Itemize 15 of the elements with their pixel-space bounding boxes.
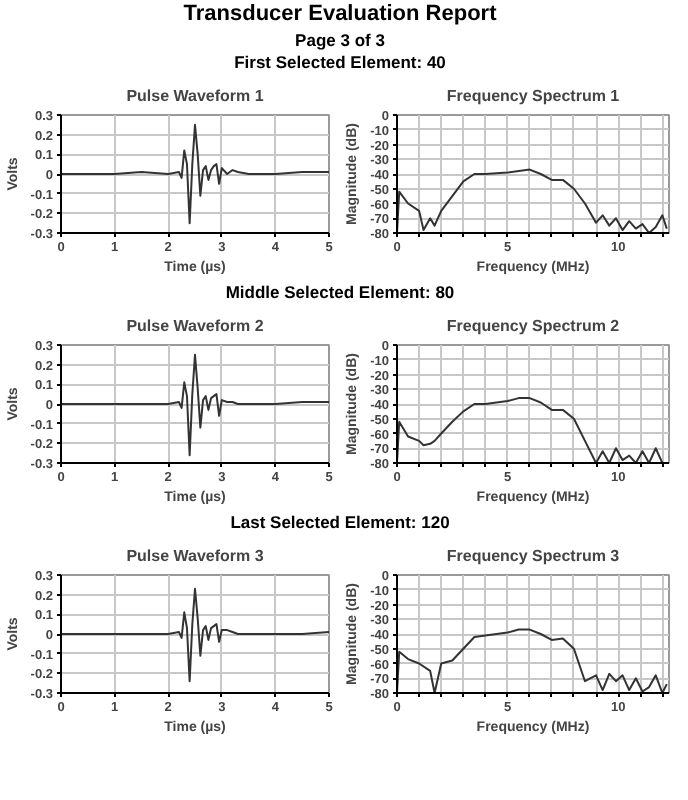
text: Page 3 of 3 [295, 28, 385, 53]
chart-title: Pulse Waveform 1 [126, 87, 265, 105]
line-series [397, 397, 664, 463]
chart-title: Frequency Spectrum 2 [446, 317, 621, 335]
chart-title: Frequency Spectrum 1 [446, 87, 621, 105]
line-series [61, 123, 329, 225]
line-series [61, 587, 329, 683]
line-series [61, 353, 329, 457]
text: Middle Selected Element: 80 [225, 280, 455, 305]
chart-title: Pulse Waveform 3 [126, 547, 265, 565]
chart-title: Frequency Spectrum 3 [446, 547, 621, 565]
text: Transducer Evaluation Report [183, 0, 497, 30]
text: First Selected Element: 40 [234, 50, 446, 75]
text: Last Selected Element: 120 [230, 510, 450, 535]
chart-title: Pulse Waveform 2 [126, 317, 265, 335]
